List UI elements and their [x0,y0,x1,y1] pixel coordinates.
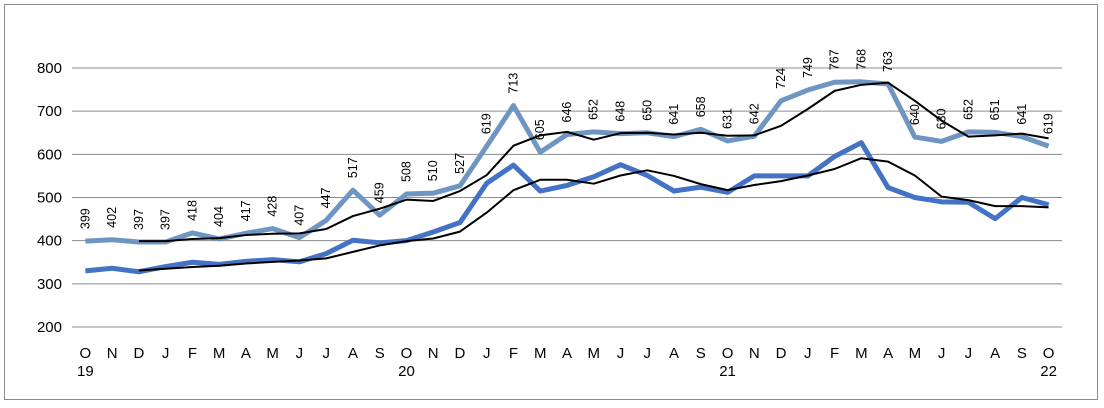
x-tick-label: O [1043,345,1055,362]
data-label: 763 [881,51,895,72]
data-label: 508 [399,161,413,182]
data-label: 517 [346,157,360,178]
chart-frame [4,4,1098,400]
x-tick-label: J [296,345,304,362]
data-label: 713 [506,73,520,94]
data-label: 651 [988,99,1002,120]
y-tick-label: 300 [37,276,62,293]
x-tick-label: J [644,345,652,362]
y-tick-label: 500 [37,190,62,207]
y-tick-label: 200 [37,319,62,336]
data-label: 631 [721,108,735,129]
data-label: 652 [961,99,975,120]
data-label: 527 [453,153,467,174]
y-tick-label: 800 [37,60,62,77]
x-year-label: 19 [77,363,94,380]
data-label: 459 [373,182,387,203]
x-tick-label: F [188,345,197,362]
data-label: 641 [1015,104,1029,125]
data-label: 397 [159,209,173,230]
data-label: 404 [212,206,226,227]
x-tick-label: J [617,345,625,362]
data-label: 510 [426,160,440,181]
data-label: 646 [560,102,574,123]
x-tick-label: A [669,345,679,362]
y-tick-label: 400 [37,233,62,250]
x-tick-label: A [990,345,1000,362]
data-label: 417 [239,200,253,221]
x-tick-label: D [776,345,787,362]
x-tick-label: S [375,345,385,362]
x-tick-label: N [107,345,118,362]
data-label: 399 [78,208,92,229]
x-tick-label: O [401,345,413,362]
series-line-3 [138,157,1049,272]
x-tick-label: M [213,345,226,362]
x-tick-label: J [162,345,170,362]
data-label: 640 [908,104,922,125]
x-tick-label: M [534,345,547,362]
x-tick-label: J [483,345,491,362]
x-tick-label: J [938,345,946,362]
data-label: 749 [801,57,815,78]
data-label: 767 [828,49,842,70]
x-tick-label: S [696,345,706,362]
x-tick-label: A [562,345,572,362]
data-label: 619 [1042,113,1056,134]
y-tick-label: 600 [37,146,62,163]
series-line-0 [85,79,1050,245]
x-tick-label: M [266,345,279,362]
data-label: 619 [480,113,494,134]
x-tick-label: F [509,345,518,362]
data-label: 648 [614,101,628,122]
x-tick-label: D [455,345,466,362]
series-line-2 [85,140,1050,275]
x-year-label: 22 [1040,363,1057,380]
data-label: 418 [185,200,199,221]
data-label: 641 [667,104,681,125]
data-label: 428 [266,196,280,217]
x-tick-label: M [588,345,601,362]
y-tick-label: 700 [37,103,62,120]
x-tick-label: A [241,345,251,362]
data-label: 658 [694,96,708,117]
data-label: 402 [105,207,119,228]
x-tick-label: S [1017,345,1027,362]
x-tick-label: J [322,345,330,362]
x-tick-label: M [855,345,868,362]
x-tick-label: D [133,345,144,362]
x-year-label: 21 [719,363,736,380]
data-labels: 399 402 397 397 418 404 417 428 407 447 517 459 508 5… [78,49,1055,230]
x-tick-label: O [80,345,92,362]
series-lines [85,79,1050,275]
x-tick-label: O [722,345,734,362]
x-tick-label: M [909,345,922,362]
data-label: 397 [132,209,146,230]
data-label: 605 [533,119,547,140]
x-tick-label: A [883,345,893,362]
data-label: 642 [747,103,761,124]
series-line-1 [138,81,1049,243]
data-label: 630 [935,108,949,129]
x-tick-label: F [830,345,839,362]
x-tick-label: N [749,345,760,362]
data-label: 768 [854,49,868,70]
x-tick-label: J [804,345,812,362]
data-label: 724 [774,68,788,89]
data-label: 650 [640,100,654,121]
x-tick-label: N [428,345,439,362]
x-year-label: 20 [398,363,415,380]
x-tick-label: J [965,345,973,362]
x-tick-label: A [348,345,358,362]
data-label: 652 [587,99,601,120]
data-label: 407 [292,205,306,226]
data-label: 447 [319,187,333,208]
